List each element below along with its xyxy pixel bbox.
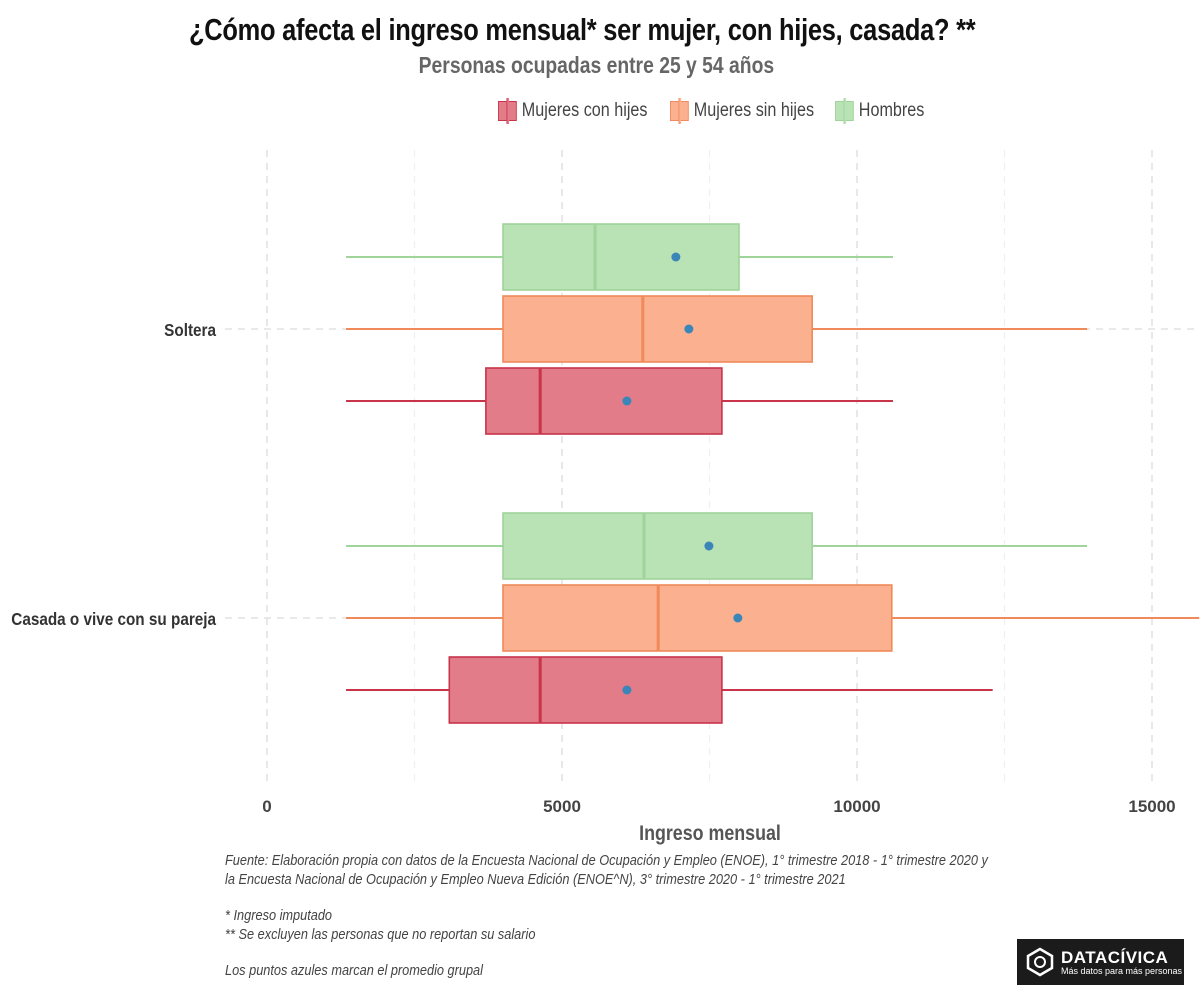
x-tick-label: 0: [262, 797, 271, 816]
mean-point: [704, 541, 714, 551]
note-imputed: * Ingreso imputado: [225, 907, 333, 924]
box-iqr: [502, 584, 893, 652]
legend-item-sin-hijes: Mujeres sin hijes: [669, 98, 814, 124]
mean-point: [671, 252, 681, 262]
legend-swatch: [835, 98, 855, 124]
legend-label: Hombres: [859, 100, 925, 121]
legend-swatch: [669, 98, 689, 124]
x-axis-label: Ingreso mensual: [639, 822, 781, 846]
box-0-0: [346, 367, 893, 435]
legend-swatch: [498, 98, 517, 124]
axes: 0 5000 10000 15000 Soltera Casada o vive con …: [11, 320, 1175, 816]
box-iqr: [502, 295, 813, 363]
mean-point: [733, 613, 743, 623]
y-tick-label: Soltera: [164, 320, 216, 340]
box-2-1: [346, 512, 1088, 580]
box-iqr: [502, 512, 813, 580]
x-tick-label: 5000: [543, 797, 581, 816]
legend-item-hombres: Hombres: [835, 98, 925, 124]
legend-item-con-hijes: Mujeres con hijes: [498, 98, 648, 124]
box-iqr: [502, 223, 740, 291]
boxplot-chart: 0 5000 10000 15000 Soltera Casada o vive con …: [11, 150, 1200, 846]
mean-point: [622, 685, 632, 695]
note-means: Los puntos azules marcan el promedio gru…: [225, 962, 483, 979]
chart-title: ¿Cómo afecta el ingreso mensual* ser muj…: [188, 12, 976, 47]
box-1-0: [346, 295, 1088, 363]
boxes: [346, 223, 1200, 724]
x-tick-label: 15000: [1128, 797, 1175, 816]
mean-point: [684, 324, 694, 334]
legend: Mujeres con hijes Mujeres sin hijes Homb…: [498, 98, 926, 124]
source-line-2: la Encuesta Nacional de Ocupación y Empl…: [225, 871, 846, 888]
source-line-1: Fuente: Elaboración propia con datos de …: [225, 852, 988, 869]
box-2-0: [346, 223, 893, 291]
logo-icon: [1026, 947, 1054, 977]
mean-point: [622, 396, 632, 406]
note-excluded: ** Se excluyen las personas que no repor…: [225, 926, 536, 943]
legend-label: Mujeres sin hijes: [693, 100, 814, 121]
legend-label: Mujeres con hijes: [521, 100, 648, 121]
chart-subtitle: Personas ocupadas entre 25 y 54 años: [418, 52, 775, 78]
box-1-1: [346, 584, 1200, 652]
box-iqr: [485, 367, 723, 435]
box-0-1: [346, 656, 993, 724]
x-tick-label: 10000: [833, 797, 880, 816]
box-iqr: [448, 656, 723, 724]
datacivica-logo: DATACÍVICA Más datos para más personas: [1017, 939, 1184, 985]
y-tick-label: Casada o vive con su pareja: [11, 609, 216, 629]
